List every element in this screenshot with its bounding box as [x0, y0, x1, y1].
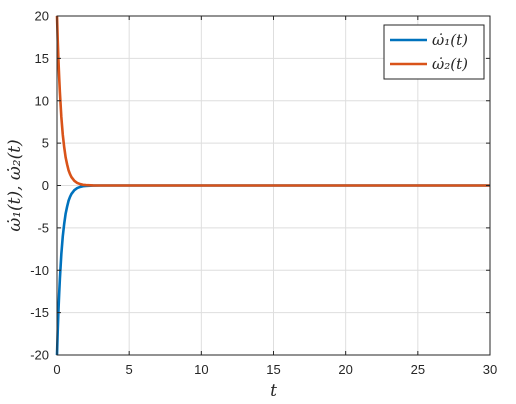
x-tick-label: 15: [266, 362, 280, 377]
y-tick-label: 10: [35, 93, 49, 108]
y-axis-label: ω̇₁(t), ω̇₂(t): [5, 139, 25, 231]
x-axis-label: t: [270, 381, 277, 401]
y-tick-label: -5: [37, 220, 49, 235]
legend-box: [383, 24, 485, 80]
x-tick-label: 25: [411, 362, 425, 377]
x-tick-label: 5: [126, 362, 133, 377]
legend-label-2: ω̇₂(t): [432, 55, 468, 73]
legend-label-1: ω̇₁(t): [432, 31, 468, 49]
x-tick-label: 30: [483, 362, 497, 377]
x-tick-label: 10: [194, 362, 208, 377]
legend: ω̇₁(t) ω̇₂(t): [383, 24, 485, 80]
x-tick-label: 0: [53, 362, 60, 377]
axis-ticks: 0 5 10 15 20 25 30 -20 -15 -10 -5 0 5 10 15 20: [30, 9, 497, 378]
y-tick-label: 20: [35, 9, 49, 24]
y-tick-label: -15: [30, 305, 49, 320]
y-tick-label: 0: [42, 178, 49, 193]
y-tick-label: 15: [35, 51, 49, 66]
y-tick-label: 5: [42, 136, 49, 151]
y-tick-label: -10: [30, 263, 49, 278]
y-tick-label: -20: [30, 348, 49, 363]
x-tick-label: 20: [338, 362, 352, 377]
